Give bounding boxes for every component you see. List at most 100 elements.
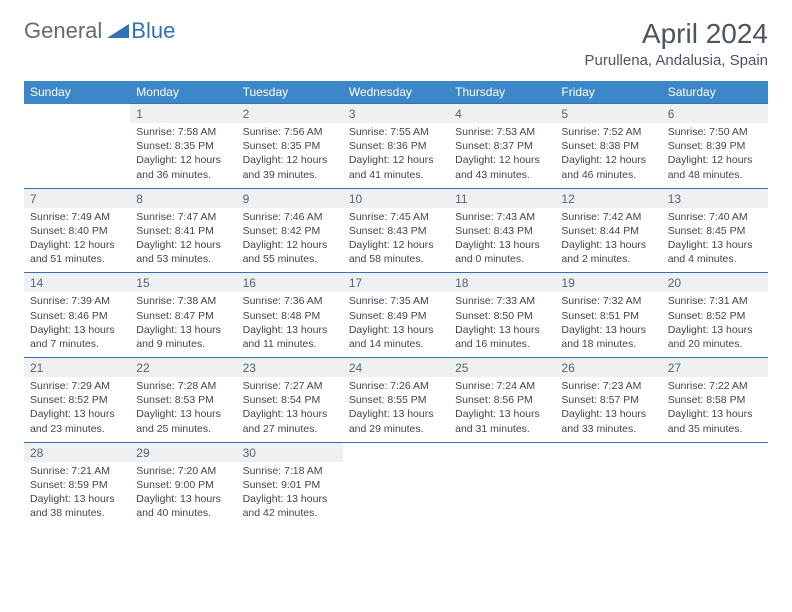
daynum-row: 78910111213 bbox=[24, 188, 768, 208]
daylight-line: Daylight: 13 hours and 4 minutes. bbox=[668, 238, 762, 266]
sunset-line: Sunset: 8:52 PM bbox=[30, 393, 124, 407]
day-header: Saturday bbox=[662, 81, 768, 104]
sunrise-line: Sunrise: 7:50 AM bbox=[668, 125, 762, 139]
daybody-cell: Sunrise: 7:38 AMSunset: 8:47 PMDaylight:… bbox=[130, 292, 236, 357]
daybody-cell: Sunrise: 7:31 AMSunset: 8:52 PMDaylight:… bbox=[662, 292, 768, 357]
sunrise-line: Sunrise: 7:56 AM bbox=[243, 125, 337, 139]
sunset-line: Sunset: 8:43 PM bbox=[349, 224, 443, 238]
sunrise-line: Sunrise: 7:22 AM bbox=[668, 379, 762, 393]
sunrise-line: Sunrise: 7:24 AM bbox=[455, 379, 549, 393]
daylight-line: Daylight: 13 hours and 23 minutes. bbox=[30, 407, 124, 435]
daybody-cell: Sunrise: 7:21 AMSunset: 8:59 PMDaylight:… bbox=[24, 462, 130, 527]
daybody-cell: Sunrise: 7:53 AMSunset: 8:37 PMDaylight:… bbox=[449, 123, 555, 188]
daybody-row: Sunrise: 7:58 AMSunset: 8:35 PMDaylight:… bbox=[24, 123, 768, 188]
sunset-line: Sunset: 8:52 PM bbox=[668, 309, 762, 323]
daynum-row: 123456 bbox=[24, 104, 768, 124]
sunrise-line: Sunrise: 7:58 AM bbox=[136, 125, 230, 139]
daylight-line: Daylight: 12 hours and 55 minutes. bbox=[243, 238, 337, 266]
daynum-cell: 24 bbox=[343, 358, 449, 378]
daybody-row: Sunrise: 7:29 AMSunset: 8:52 PMDaylight:… bbox=[24, 377, 768, 442]
sunset-line: Sunset: 8:57 PM bbox=[561, 393, 655, 407]
daylight-line: Daylight: 13 hours and 9 minutes. bbox=[136, 323, 230, 351]
daynum-cell: 1 bbox=[130, 104, 236, 124]
sunset-line: Sunset: 8:40 PM bbox=[30, 224, 124, 238]
daylight-line: Daylight: 12 hours and 39 minutes. bbox=[243, 153, 337, 181]
daynum-cell: 2 bbox=[237, 104, 343, 124]
daylight-line: Daylight: 13 hours and 29 minutes. bbox=[349, 407, 443, 435]
daynum-cell: 10 bbox=[343, 188, 449, 208]
daybody-cell: Sunrise: 7:49 AMSunset: 8:40 PMDaylight:… bbox=[24, 208, 130, 273]
sunset-line: Sunset: 9:00 PM bbox=[136, 478, 230, 492]
daynum-cell: 8 bbox=[130, 188, 236, 208]
sunset-line: Sunset: 8:41 PM bbox=[136, 224, 230, 238]
daynum-empty bbox=[24, 104, 130, 124]
daybody-row: Sunrise: 7:39 AMSunset: 8:46 PMDaylight:… bbox=[24, 292, 768, 357]
daynum-cell: 14 bbox=[24, 273, 130, 293]
sunrise-line: Sunrise: 7:27 AM bbox=[243, 379, 337, 393]
sunset-line: Sunset: 8:39 PM bbox=[668, 139, 762, 153]
daynum-cell: 19 bbox=[555, 273, 661, 293]
daynum-cell: 26 bbox=[555, 358, 661, 378]
sunrise-line: Sunrise: 7:38 AM bbox=[136, 294, 230, 308]
sunrise-line: Sunrise: 7:26 AM bbox=[349, 379, 443, 393]
daynum-cell: 20 bbox=[662, 273, 768, 293]
daynum-cell: 28 bbox=[24, 442, 130, 462]
daylight-line: Daylight: 12 hours and 46 minutes. bbox=[561, 153, 655, 181]
sunrise-line: Sunrise: 7:33 AM bbox=[455, 294, 549, 308]
sunrise-line: Sunrise: 7:18 AM bbox=[243, 464, 337, 478]
sunset-line: Sunset: 8:46 PM bbox=[30, 309, 124, 323]
daylight-line: Daylight: 13 hours and 11 minutes. bbox=[243, 323, 337, 351]
daybody-cell: Sunrise: 7:39 AMSunset: 8:46 PMDaylight:… bbox=[24, 292, 130, 357]
daybody-cell: Sunrise: 7:52 AMSunset: 8:38 PMDaylight:… bbox=[555, 123, 661, 188]
sunrise-line: Sunrise: 7:53 AM bbox=[455, 125, 549, 139]
sunset-line: Sunset: 8:56 PM bbox=[455, 393, 549, 407]
sunrise-line: Sunrise: 7:43 AM bbox=[455, 210, 549, 224]
daylight-line: Daylight: 12 hours and 36 minutes. bbox=[136, 153, 230, 181]
daynum-row: 14151617181920 bbox=[24, 273, 768, 293]
daynum-cell: 6 bbox=[662, 104, 768, 124]
daybody-cell: Sunrise: 7:28 AMSunset: 8:53 PMDaylight:… bbox=[130, 377, 236, 442]
sunset-line: Sunset: 8:59 PM bbox=[30, 478, 124, 492]
daybody-cell: Sunrise: 7:23 AMSunset: 8:57 PMDaylight:… bbox=[555, 377, 661, 442]
sunset-line: Sunset: 8:45 PM bbox=[668, 224, 762, 238]
sunset-line: Sunset: 8:35 PM bbox=[243, 139, 337, 153]
sunset-line: Sunset: 8:43 PM bbox=[455, 224, 549, 238]
sunset-line: Sunset: 8:38 PM bbox=[561, 139, 655, 153]
daylight-line: Daylight: 13 hours and 18 minutes. bbox=[561, 323, 655, 351]
sunset-line: Sunset: 9:01 PM bbox=[243, 478, 337, 492]
daylight-line: Daylight: 13 hours and 2 minutes. bbox=[561, 238, 655, 266]
daylight-line: Daylight: 12 hours and 41 minutes. bbox=[349, 153, 443, 181]
daylight-line: Daylight: 13 hours and 40 minutes. bbox=[136, 492, 230, 520]
daybody-cell: Sunrise: 7:40 AMSunset: 8:45 PMDaylight:… bbox=[662, 208, 768, 273]
sunset-line: Sunset: 8:42 PM bbox=[243, 224, 337, 238]
sunrise-line: Sunrise: 7:35 AM bbox=[349, 294, 443, 308]
daynum-row: 21222324252627 bbox=[24, 358, 768, 378]
daynum-cell: 18 bbox=[449, 273, 555, 293]
daylight-line: Daylight: 13 hours and 33 minutes. bbox=[561, 407, 655, 435]
daylight-line: Daylight: 13 hours and 7 minutes. bbox=[30, 323, 124, 351]
daynum-cell: 15 bbox=[130, 273, 236, 293]
location-label: Purullena, Andalusia, Spain bbox=[585, 52, 768, 69]
daynum-cell: 7 bbox=[24, 188, 130, 208]
sunrise-line: Sunrise: 7:55 AM bbox=[349, 125, 443, 139]
sunrise-line: Sunrise: 7:28 AM bbox=[136, 379, 230, 393]
sunset-line: Sunset: 8:47 PM bbox=[136, 309, 230, 323]
daylight-line: Daylight: 13 hours and 42 minutes. bbox=[243, 492, 337, 520]
month-title: April 2024 bbox=[585, 18, 768, 50]
sunrise-line: Sunrise: 7:42 AM bbox=[561, 210, 655, 224]
daynum-cell: 27 bbox=[662, 358, 768, 378]
daynum-cell: 25 bbox=[449, 358, 555, 378]
daybody-cell: Sunrise: 7:58 AMSunset: 8:35 PMDaylight:… bbox=[130, 123, 236, 188]
daybody-cell: Sunrise: 7:32 AMSunset: 8:51 PMDaylight:… bbox=[555, 292, 661, 357]
daynum-cell: 12 bbox=[555, 188, 661, 208]
daynum-cell: 16 bbox=[237, 273, 343, 293]
sunset-line: Sunset: 8:54 PM bbox=[243, 393, 337, 407]
daylight-line: Daylight: 13 hours and 16 minutes. bbox=[455, 323, 549, 351]
sunset-line: Sunset: 8:53 PM bbox=[136, 393, 230, 407]
day-header: Monday bbox=[130, 81, 236, 104]
sunrise-line: Sunrise: 7:47 AM bbox=[136, 210, 230, 224]
daynum-cell: 23 bbox=[237, 358, 343, 378]
daynum-cell: 21 bbox=[24, 358, 130, 378]
day-header: Sunday bbox=[24, 81, 130, 104]
daynum-cell: 9 bbox=[237, 188, 343, 208]
